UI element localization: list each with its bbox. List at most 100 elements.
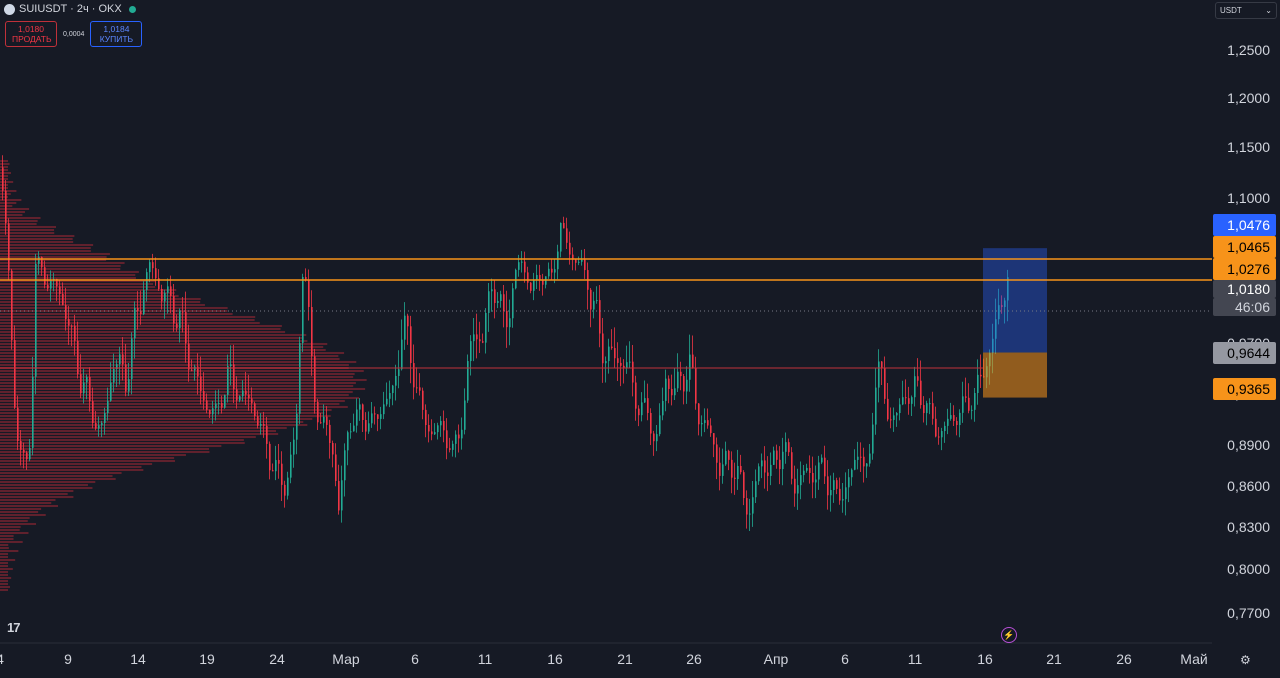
candle-body: [56, 278, 58, 287]
time-axis[interactable]: 4 9 14 19 24 Мар 6 11 16 21 26 Апр 6 11 16 21 26 Май: [0, 651, 1208, 667]
tradingview-logo-icon[interactable]: 17: [7, 620, 21, 635]
currency-value: USDT: [1220, 6, 1242, 15]
volume-profile-bar: [0, 472, 122, 474]
candle-body: [50, 280, 52, 289]
candle-body: [122, 354, 124, 365]
gear-icon[interactable]: ⚙: [1240, 653, 1251, 667]
candle-body: [227, 366, 229, 395]
currency-select[interactable]: USDT ⌄: [1215, 2, 1277, 19]
volume-profile-bar: [0, 571, 8, 573]
candle-body: [386, 398, 388, 405]
candle-body: [119, 354, 121, 365]
candle-body: [953, 415, 955, 421]
candle-body: [608, 346, 610, 362]
candle-body: [116, 364, 118, 369]
flash-icon[interactable]: ⚡: [1001, 627, 1017, 643]
symbol-header[interactable]: SUIUSDT · 2ч · OKX: [4, 3, 136, 15]
volume-profile-bar: [0, 511, 39, 513]
candle-body: [269, 443, 271, 471]
candle-body: [11, 270, 13, 341]
candle-body: [662, 400, 664, 416]
volume-profile-bar: [0, 349, 326, 351]
price-badge-label: 0,9365: [1227, 381, 1270, 397]
candle-body: [914, 376, 916, 398]
candle-body: [629, 361, 631, 363]
candle-body: [374, 413, 376, 415]
volume-profile-bar: [0, 484, 88, 486]
volume-profile-bar: [0, 316, 256, 318]
candle-body: [860, 456, 862, 458]
volume-profile-bar: [0, 487, 93, 489]
volume-profile-bar: [0, 412, 325, 414]
sui-logo-icon: [4, 3, 15, 15]
candle-body: [89, 376, 91, 402]
candle-body: [338, 480, 340, 511]
candle-body: [641, 402, 643, 416]
candle-body: [35, 263, 37, 377]
volume-profile-bar: [0, 166, 8, 168]
candle-body: [350, 431, 352, 433]
candle-body: [716, 444, 718, 463]
candle-body: [569, 242, 571, 255]
candle-body: [461, 429, 463, 439]
candle-body: [863, 456, 865, 467]
sell-button[interactable]: 1,0180 ПРОДАТЬ: [5, 21, 57, 47]
volume-profile-bar: [0, 355, 339, 357]
candle-body: [776, 450, 778, 460]
volume-profile-bar: [0, 517, 30, 519]
volume-profile-bar: [0, 229, 55, 231]
candle-body: [290, 454, 292, 478]
candle-body: [260, 424, 262, 426]
candle-body: [839, 488, 841, 501]
candle-body: [806, 467, 808, 471]
candle-body: [113, 368, 115, 383]
candle-body: [356, 409, 358, 426]
candle-body: [332, 442, 334, 455]
candle-body: [761, 460, 763, 467]
candle-body: [281, 463, 283, 485]
chart-overlays: [0, 248, 1212, 398]
price-badge-label: 1,0476: [1227, 217, 1270, 233]
volume-profile-bar: [0, 388, 366, 390]
candle-body: [341, 480, 343, 511]
volume-profile-bar: [0, 163, 10, 165]
volume-profile-bar: [0, 547, 9, 549]
volume-profile-bar: [0, 409, 332, 411]
candle-body: [638, 408, 640, 416]
time-tick-label: Мар: [332, 651, 360, 667]
candle-body: [443, 420, 445, 431]
candle-body: [221, 402, 223, 408]
candle-body: [908, 398, 910, 404]
candle-body: [533, 279, 535, 291]
candle-body: [335, 454, 337, 481]
price-tick-label: 1,2500: [1227, 42, 1270, 58]
volume-profile-bar: [0, 172, 12, 174]
candle-body: [617, 358, 619, 363]
candle-body: [206, 400, 208, 410]
volume-profile-bar: [0, 439, 244, 441]
candle-body: [833, 480, 835, 491]
buy-button[interactable]: 1,0184 КУПИТЬ: [90, 21, 143, 47]
volume-profile-bar: [0, 436, 256, 438]
candle-body: [548, 268, 550, 277]
volume-profile-bar: [0, 187, 8, 189]
candle-body: [911, 397, 913, 404]
candle-body: [623, 365, 625, 368]
candle-body: [38, 256, 40, 264]
candle-body: [959, 412, 961, 426]
candle-body: [566, 228, 568, 243]
candle-body: [560, 222, 562, 252]
volume-profile-bar: [0, 256, 107, 258]
volume-profile-bar: [0, 304, 205, 306]
volume-profile-bar: [0, 394, 349, 396]
candle-body: [620, 362, 622, 366]
candle-body: [899, 404, 901, 414]
volume-profile-bar: [0, 358, 340, 360]
candle-body: [854, 459, 856, 470]
volume-profile-bar: [0, 199, 22, 201]
candle-body: [107, 400, 109, 414]
volume-profile-bar: [0, 337, 304, 339]
candle-body: [719, 462, 721, 476]
